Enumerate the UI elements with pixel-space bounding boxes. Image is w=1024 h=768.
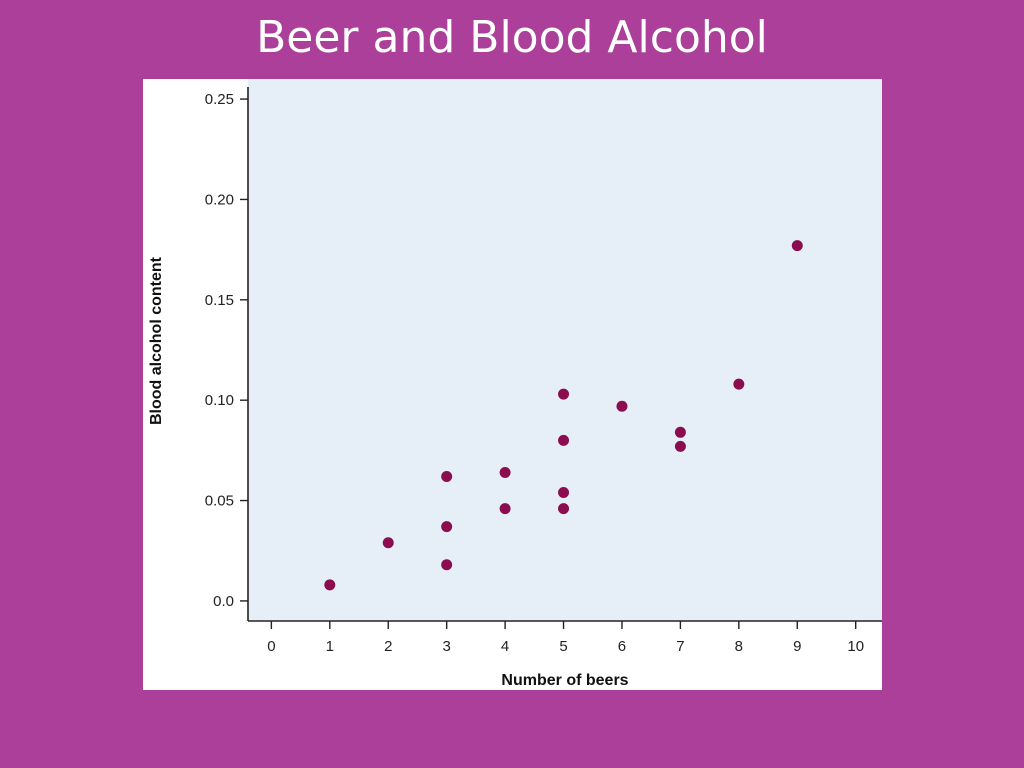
x-tick-label: 2	[384, 638, 392, 655]
y-axis-title: Blood alcohol content	[148, 256, 165, 425]
x-tick-label: 3	[443, 638, 451, 655]
data-point	[558, 434, 570, 446]
slide-title: Beer and Blood Alcohol	[256, 12, 768, 63]
x-tick-label: 7	[676, 638, 684, 655]
x-axis-title: Number of beers	[501, 672, 628, 689]
y-tick-label: 0.15	[205, 292, 234, 309]
y-tick-label: 0.05	[205, 493, 234, 510]
data-point	[674, 440, 686, 452]
x-tick-label: 5	[559, 638, 567, 655]
x-axis: 0 1 2 3 4 5 6 7 8 9 10	[248, 620, 882, 655]
x-tick-label: 4	[501, 638, 509, 655]
data-point	[558, 388, 570, 400]
y-tick-label: 0.20	[205, 191, 234, 208]
data-point	[499, 466, 511, 478]
data-point	[499, 503, 511, 515]
x-tick-label: 6	[618, 638, 626, 655]
data-point	[324, 579, 336, 591]
chart-card: 0.0 0.05 0.10 0.15 0.20 0.25 0 1 2 3 4 5 6 7 8 9 10 Num…	[143, 79, 882, 690]
data-point	[616, 400, 628, 412]
scatter-chart: 0.0 0.05 0.10 0.15 0.20 0.25 0 1 2 3 4 5 6 7 8 9 10 Num…	[148, 79, 882, 689]
data-point	[674, 426, 686, 438]
x-tick-label: 1	[326, 638, 334, 655]
x-tick-label: 9	[793, 638, 801, 655]
y-tick-label: 0.0	[213, 593, 234, 610]
data-point	[558, 487, 570, 499]
y-tick-label: 0.10	[205, 392, 234, 409]
x-tick-label: 10	[847, 638, 864, 655]
plot-area	[248, 79, 882, 621]
data-point	[441, 470, 453, 482]
data-point	[441, 521, 453, 533]
y-axis: 0.0 0.05 0.10 0.15 0.20 0.25	[205, 87, 249, 621]
data-point	[733, 378, 745, 390]
data-point	[558, 503, 570, 515]
x-tick-label: 0	[267, 638, 275, 655]
data-point	[791, 240, 803, 252]
data-point	[441, 559, 453, 571]
data-points	[324, 240, 803, 591]
data-point	[382, 537, 394, 549]
x-tick-label: 8	[735, 638, 743, 655]
y-tick-label: 0.25	[205, 91, 234, 108]
